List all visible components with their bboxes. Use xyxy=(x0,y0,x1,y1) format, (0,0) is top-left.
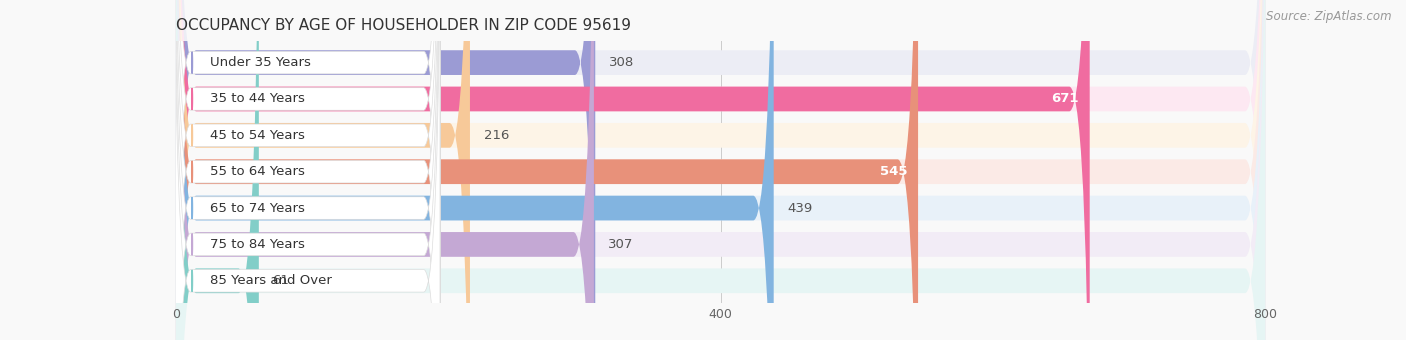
Text: 61: 61 xyxy=(273,274,290,287)
Text: 307: 307 xyxy=(607,238,633,251)
FancyBboxPatch shape xyxy=(176,0,593,340)
FancyBboxPatch shape xyxy=(176,0,259,340)
Text: 75 to 84 Years: 75 to 84 Years xyxy=(209,238,305,251)
Text: OCCUPANCY BY AGE OF HOUSEHOLDER IN ZIP CODE 95619: OCCUPANCY BY AGE OF HOUSEHOLDER IN ZIP C… xyxy=(176,18,631,33)
Text: 45 to 54 Years: 45 to 54 Years xyxy=(209,129,305,142)
FancyBboxPatch shape xyxy=(176,0,1265,340)
FancyBboxPatch shape xyxy=(176,0,595,340)
Text: 308: 308 xyxy=(609,56,634,69)
FancyBboxPatch shape xyxy=(176,0,1265,340)
Text: 439: 439 xyxy=(787,202,813,215)
FancyBboxPatch shape xyxy=(174,0,440,340)
Text: 35 to 44 Years: 35 to 44 Years xyxy=(209,92,305,105)
FancyBboxPatch shape xyxy=(174,0,440,340)
FancyBboxPatch shape xyxy=(174,0,440,340)
Text: 55 to 64 Years: 55 to 64 Years xyxy=(209,165,305,178)
FancyBboxPatch shape xyxy=(176,0,1265,340)
Text: 671: 671 xyxy=(1052,92,1078,105)
FancyBboxPatch shape xyxy=(174,0,440,340)
Text: 65 to 74 Years: 65 to 74 Years xyxy=(209,202,305,215)
Text: 545: 545 xyxy=(880,165,907,178)
Text: Source: ZipAtlas.com: Source: ZipAtlas.com xyxy=(1267,10,1392,23)
FancyBboxPatch shape xyxy=(176,0,1090,340)
FancyBboxPatch shape xyxy=(176,0,1265,340)
FancyBboxPatch shape xyxy=(174,0,440,340)
Text: 85 Years and Over: 85 Years and Over xyxy=(209,274,332,287)
FancyBboxPatch shape xyxy=(176,0,773,340)
FancyBboxPatch shape xyxy=(176,0,1265,340)
Text: Under 35 Years: Under 35 Years xyxy=(209,56,311,69)
FancyBboxPatch shape xyxy=(176,0,470,340)
Text: 216: 216 xyxy=(484,129,509,142)
FancyBboxPatch shape xyxy=(174,0,440,340)
FancyBboxPatch shape xyxy=(174,0,440,340)
FancyBboxPatch shape xyxy=(176,0,1265,340)
FancyBboxPatch shape xyxy=(176,0,918,340)
FancyBboxPatch shape xyxy=(176,0,1265,340)
